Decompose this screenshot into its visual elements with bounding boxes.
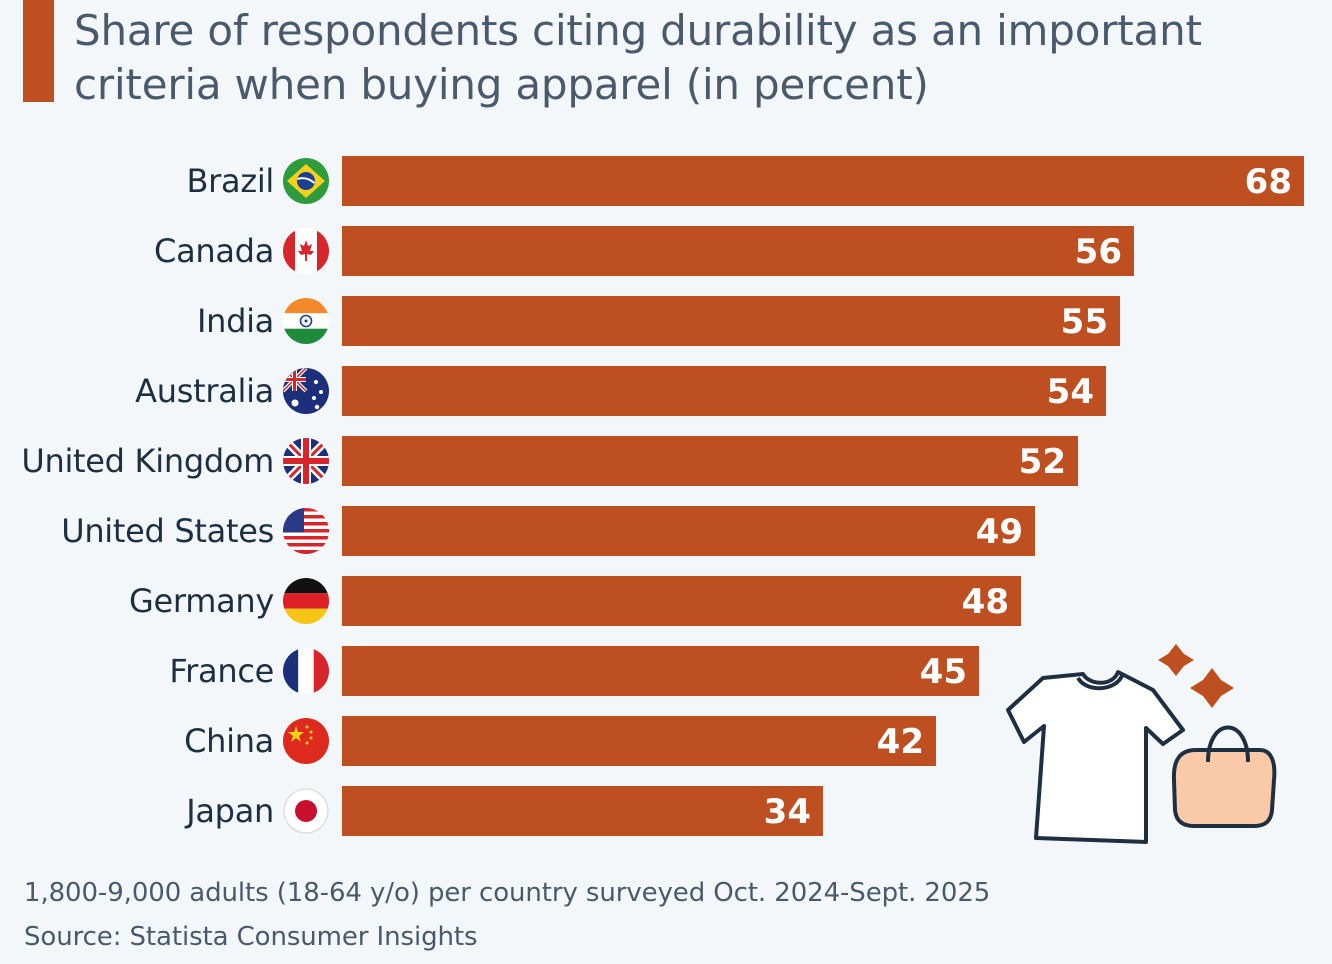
- bar-row: India 55: [0, 296, 1332, 346]
- france-flag-icon: [283, 648, 329, 694]
- bar-row: Brazil 68: [0, 156, 1332, 206]
- apparel-illustration: [1006, 644, 1277, 844]
- category-label: United Kingdom: [21, 442, 274, 480]
- data-label: 55: [1060, 302, 1108, 342]
- bar-row: China 42: [0, 716, 1332, 766]
- category-label: Germany: [129, 582, 274, 620]
- title-accent-bar: [23, 0, 54, 102]
- chart-title: Share of respondents citing durability a…: [74, 6, 1202, 109]
- category-label: Brazil: [186, 162, 275, 200]
- bar-row: United Kingdom 52: [0, 436, 1332, 486]
- category-label: France: [169, 652, 274, 690]
- category-label: United States: [61, 512, 274, 550]
- category-label: Australia: [135, 372, 274, 410]
- bar: [342, 786, 823, 836]
- bar: [342, 226, 1134, 276]
- bar-row: United States 49: [0, 506, 1332, 556]
- canada-flag-icon: [283, 228, 329, 274]
- china-flag-icon: [283, 718, 329, 764]
- bar-row: France 45: [0, 646, 1332, 696]
- united-kingdom-flag-icon: [283, 438, 329, 484]
- source-note: Source: Statista Consumer Insights: [24, 922, 478, 952]
- category-label: India: [196, 302, 274, 340]
- united-states-flag-icon: [283, 508, 329, 554]
- category-label: Canada: [154, 232, 274, 270]
- data-label: 54: [1046, 372, 1094, 412]
- data-label: 34: [763, 792, 811, 832]
- japan-flag-icon: [283, 788, 329, 834]
- category-label: China: [184, 722, 274, 760]
- data-label: 68: [1244, 162, 1292, 202]
- data-label: 52: [1018, 442, 1066, 482]
- bar-row: Canada 56: [0, 226, 1332, 276]
- bar: [342, 436, 1078, 486]
- data-label: 56: [1074, 232, 1122, 272]
- sparkle-icon: [1158, 644, 1234, 708]
- bar-row: Japan 34: [0, 786, 1332, 836]
- data-label: 49: [975, 512, 1023, 552]
- bar-row: Germany 48: [0, 576, 1332, 626]
- t-shirt-icon: [1006, 670, 1185, 844]
- bar: [342, 296, 1120, 346]
- bar: [342, 156, 1304, 206]
- bar: [342, 366, 1106, 416]
- germany-flag-icon: [283, 578, 329, 624]
- data-label: 48: [961, 582, 1009, 622]
- category-label: Japan: [186, 792, 274, 830]
- bar: [342, 716, 936, 766]
- india-flag-icon: [283, 298, 329, 344]
- data-label: 45: [919, 652, 967, 692]
- bar: [342, 506, 1035, 556]
- data-label: 42: [876, 722, 924, 762]
- brazil-flag-icon: [283, 158, 329, 204]
- survey-note: 1,800-9,000 adults (18-64 y/o) per count…: [24, 878, 991, 908]
- shopping-bag-icon: [1171, 725, 1277, 828]
- bar-row: Australia 54: [0, 366, 1332, 416]
- bar: [342, 646, 979, 696]
- bar: [342, 576, 1021, 626]
- australia-flag-icon: [283, 368, 329, 414]
